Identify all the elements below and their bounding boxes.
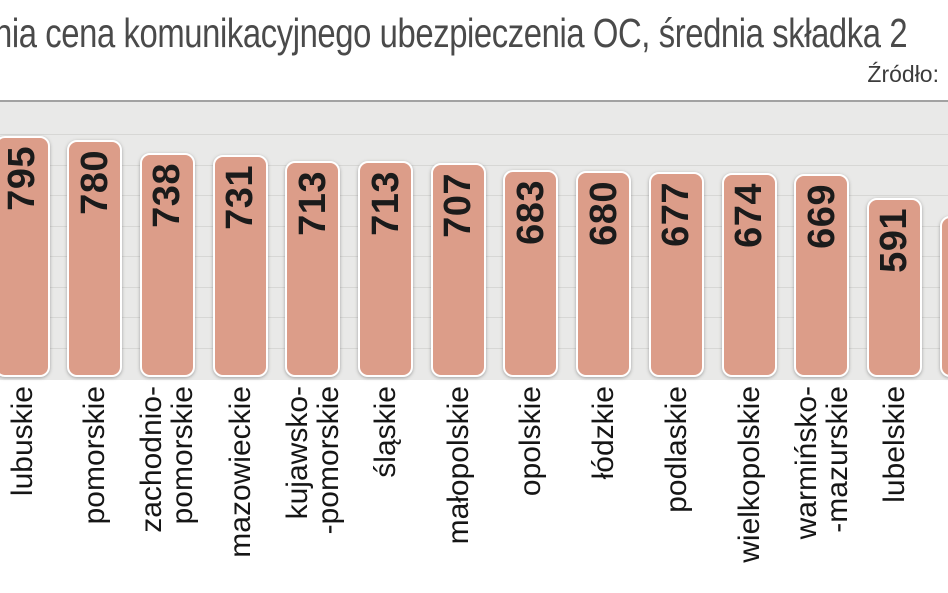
x-axis-label-7: małopolskie xyxy=(441,386,475,545)
x-axis-label-4: mazowieckie xyxy=(223,386,257,558)
bar-13: 591 xyxy=(866,197,922,377)
plot-area: 795 780 738 731 713 713 707 683 680 677 674 669 591 xyxy=(0,100,948,380)
x-axis-label-line: -mazurskie xyxy=(820,386,854,533)
bar-value: 677 xyxy=(655,181,698,247)
x-axis-label-3: zachodnio-pomorskie xyxy=(135,386,200,533)
x-axis-label-13: lubelskie xyxy=(877,386,911,503)
bar-12: 669 xyxy=(794,174,850,377)
x-axis-label-12: warmińsko- -mazurskie xyxy=(789,386,854,540)
bar-14 xyxy=(939,215,948,377)
bar-value: 707 xyxy=(437,172,480,238)
x-axis-label-1: lubuskie xyxy=(5,386,39,497)
bar-value: 683 xyxy=(509,179,552,245)
bar-value: 713 xyxy=(291,170,334,236)
bar-1: 795 xyxy=(0,135,50,377)
x-axis-label-6: śląskie xyxy=(369,386,402,478)
chart-title: nia cena komunikacyjnego ubezpieczenia O… xyxy=(0,10,908,56)
bar-11: 674 xyxy=(721,172,777,377)
bar-value: 780 xyxy=(73,150,116,216)
x-axis-label-line: pomorskie xyxy=(166,386,200,525)
x-axis-label-2: pomorskie xyxy=(78,386,112,525)
x-axis-label-line: małopolskie xyxy=(441,386,475,545)
x-axis-label-line: -pomorskie xyxy=(311,386,345,535)
bar-value: 674 xyxy=(728,182,770,248)
gridline xyxy=(0,134,948,136)
bar-9: 680 xyxy=(576,170,632,377)
x-axis-label-8: opolskie xyxy=(514,386,548,497)
x-axis-label-line: mazowieckie xyxy=(223,386,257,558)
x-axis-label-line: wielkopolskie xyxy=(732,386,766,563)
x-axis-label-line: warmińsko- xyxy=(789,386,823,540)
bar-6: 713 xyxy=(358,160,413,377)
source-label: Źródło: xyxy=(867,61,939,87)
x-axis-label-line: łódzkie xyxy=(587,386,621,480)
bar-value: 731 xyxy=(219,165,262,231)
x-axis-label-9: łódzkie xyxy=(587,386,621,480)
x-axis-label-line: pomorskie xyxy=(78,386,112,525)
x-axis-label-10: podlaskie xyxy=(659,386,693,513)
bar-value: 738 xyxy=(146,163,189,229)
bar-value: 713 xyxy=(364,170,407,236)
x-axis-label-5: kujawsko- -pomorskie xyxy=(280,386,345,535)
x-axis-label-line: śląskie xyxy=(369,386,402,478)
x-axis-label-line: podlaskie xyxy=(659,386,693,513)
x-axis-label-line: zachodnio- xyxy=(135,386,169,533)
x-axis-label-line: kujawsko- xyxy=(280,386,314,520)
bar-4: 731 xyxy=(212,155,268,377)
bar-value: 680 xyxy=(582,180,625,246)
bar-value: 591 xyxy=(873,207,916,273)
bar-2: 780 xyxy=(67,140,123,377)
x-axis-label-line: lubelskie xyxy=(877,386,911,503)
bar-value: 669 xyxy=(800,184,843,250)
bar-7: 707 xyxy=(430,162,486,377)
bar-10: 677 xyxy=(648,171,704,377)
bar-5: 713 xyxy=(285,160,341,377)
x-axis-label-line: opolskie xyxy=(514,386,548,497)
x-axis-label-11: wielkopolskie xyxy=(732,386,766,563)
bar-8: 683 xyxy=(503,169,559,377)
x-axis-label-line: lubuskie xyxy=(5,386,39,497)
bar-3: 738 xyxy=(139,153,195,377)
bar-value: 795 xyxy=(1,145,43,211)
